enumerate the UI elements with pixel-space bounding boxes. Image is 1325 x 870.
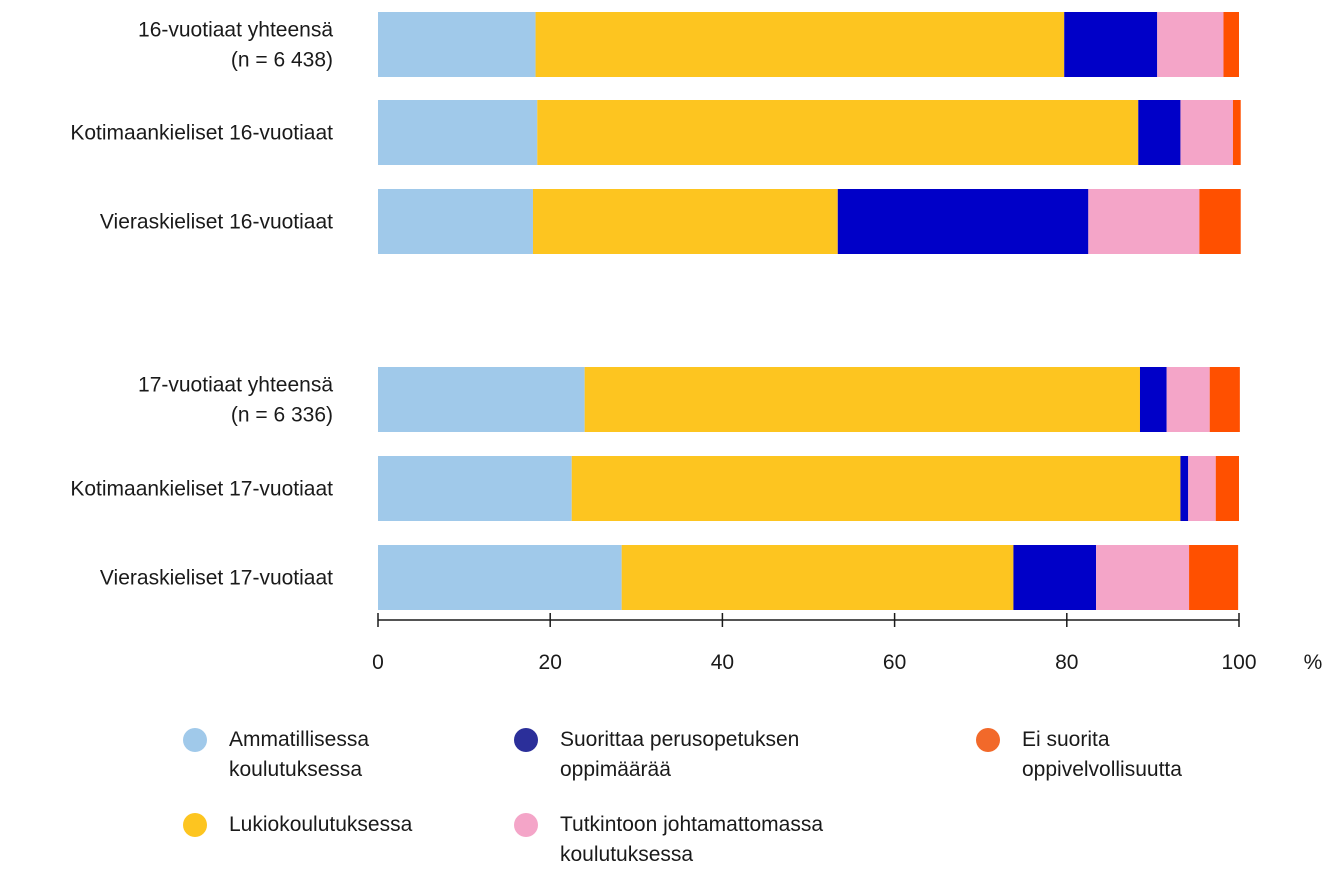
bar-segment-lukiokoulutuksessa-row-2 [537,100,1139,165]
bar-segment-ammatillisessa-row-3 [378,189,533,254]
category-label-2: Kotimaankieliset 16-vuotiaat [70,122,333,145]
category-label-6: Vieraskieliset 17-vuotiaat [100,567,333,590]
x-tick-label-100: 100 [1221,651,1256,674]
category-label-3: Vieraskieliset 16-vuotiaat [100,211,333,234]
x-axis-unit-label: % [1304,651,1323,674]
bar-segment-suorittaa-row-5 [1180,456,1189,521]
bar-segment-suorittaa-row-4 [1139,367,1167,432]
bar-segment-suorittaa-row-3 [837,189,1089,254]
bar-segment-ei-row-5 [1215,456,1239,521]
bar-segment-ammatillisessa-row-6 [378,545,622,610]
bar-segment-tutkintoon-row-4 [1166,367,1210,432]
category-label-5: Kotimaankieliset 17-vuotiaat [70,478,333,501]
bar-segment-ammatillisessa-row-1 [378,12,536,77]
bar-segment-tutkintoon-row-6 [1096,545,1190,610]
bar-segment-tutkintoon-row-5 [1188,456,1216,521]
bar-segment-ei-row-6 [1189,545,1239,610]
bar-segment-lukiokoulutuksessa-row-6 [621,545,1014,610]
x-tick-label-40: 40 [711,651,734,674]
category-label-1: 16-vuotiaat yhteensä (n = 6 438) [138,19,333,72]
bar-segment-suorittaa-row-6 [1013,545,1097,610]
bar-segment-ammatillisessa-row-5 [378,456,572,521]
bar-segment-ammatillisessa-row-4 [378,367,585,432]
bar-segment-suorittaa-row-2 [1138,100,1181,165]
bar-segment-lukiokoulutuksessa-row-4 [584,367,1140,432]
bar-segment-lukiokoulutuksessa-row-5 [571,456,1181,521]
bar-segment-ei-row-1 [1223,12,1239,77]
bar-segment-ei-row-4 [1209,367,1240,432]
bar-segment-lukiokoulutuksessa-row-1 [535,12,1065,77]
x-tick-label-20: 20 [539,651,562,674]
x-tick-label-0: 0 [372,651,384,674]
x-tick-label-80: 80 [1055,651,1078,674]
x-tick-label-60: 60 [883,651,906,674]
bar-segment-ei-row-3 [1199,189,1241,254]
bar-segment-ei-row-2 [1232,100,1241,165]
bar-segment-tutkintoon-row-2 [1180,100,1233,165]
category-label-4: 17-vuotiaat yhteensä (n = 6 336) [138,374,333,427]
bar-segment-ammatillisessa-row-2 [378,100,538,165]
bar-segment-tutkintoon-row-3 [1088,189,1200,254]
bar-segment-suorittaa-row-1 [1064,12,1158,77]
bar-segment-tutkintoon-row-1 [1157,12,1224,77]
bar-segment-lukiokoulutuksessa-row-3 [532,189,838,254]
